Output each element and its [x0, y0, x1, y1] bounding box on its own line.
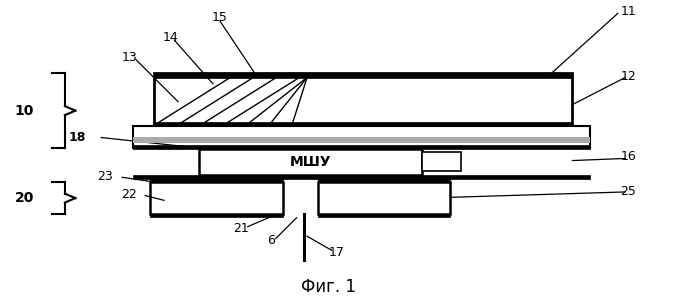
Bar: [133, 145, 590, 149]
Text: МШУ: МШУ: [290, 155, 332, 169]
Text: 22: 22: [121, 188, 137, 202]
Text: 6: 6: [267, 234, 275, 247]
Text: 16: 16: [621, 150, 636, 164]
Bar: [154, 122, 572, 126]
Bar: [318, 179, 450, 182]
Text: 17: 17: [329, 246, 344, 259]
Text: 14: 14: [163, 31, 179, 44]
Bar: [318, 214, 450, 217]
Text: 13: 13: [121, 51, 137, 64]
Text: 10: 10: [15, 104, 34, 118]
Bar: [150, 182, 283, 214]
Bar: [422, 152, 461, 171]
Text: Фиг. 1: Фиг. 1: [301, 278, 355, 296]
Bar: [133, 126, 590, 148]
Text: 15: 15: [212, 11, 228, 25]
Bar: [154, 73, 572, 126]
Text: 11: 11: [621, 5, 636, 19]
Text: 25: 25: [621, 185, 636, 198]
Text: 12: 12: [621, 70, 636, 83]
Bar: [133, 137, 590, 143]
Bar: [318, 182, 450, 214]
Bar: [133, 175, 590, 179]
Bar: [150, 179, 283, 182]
Bar: [154, 73, 572, 78]
Text: 20: 20: [15, 191, 34, 205]
Text: 21: 21: [233, 222, 248, 235]
Text: 23: 23: [97, 170, 112, 183]
Text: 18: 18: [68, 131, 85, 144]
Bar: [150, 214, 283, 217]
Bar: [199, 149, 422, 175]
